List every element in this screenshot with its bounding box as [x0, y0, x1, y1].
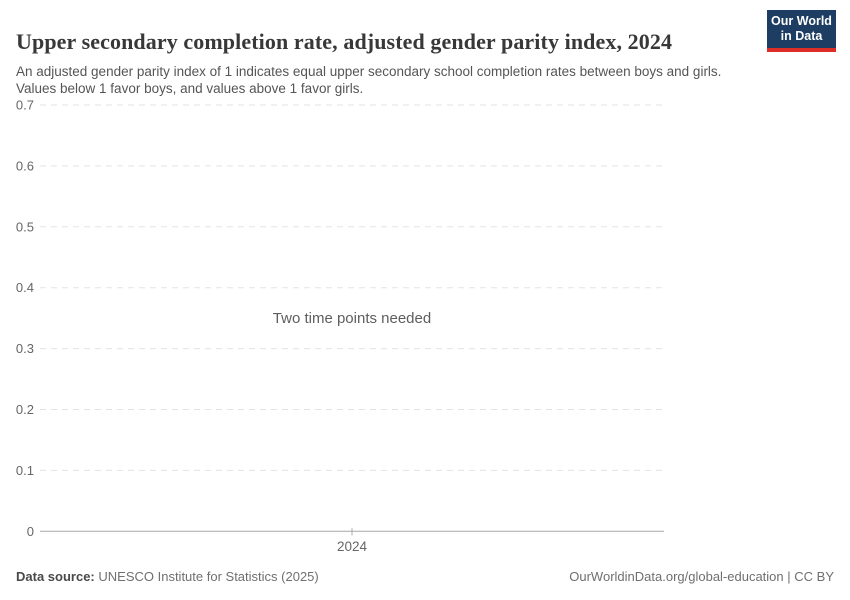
footer: Data source: UNESCO Institute for Statis…: [16, 569, 834, 584]
attribution-license: | CC BY: [783, 569, 834, 584]
y-axis-tick-label: 0.7: [16, 98, 34, 113]
y-axis-tick-label: 0.4: [16, 280, 34, 295]
y-axis-tick-label: 0.3: [16, 341, 34, 356]
owid-logo-line2: in Data: [780, 29, 823, 43]
y-axis-tick-label: 0.2: [16, 402, 34, 417]
y-axis-tick-label: 0.6: [16, 158, 34, 173]
page-title: Upper secondary completion rate, adjuste…: [16, 28, 673, 54]
y-axis-tick-label: 0.5: [16, 219, 34, 234]
y-axis-tick-label: 0.1: [16, 463, 34, 478]
owid-logo[interactable]: Our World in Data: [767, 10, 836, 52]
data-source-label: Data source:: [16, 569, 95, 584]
data-source: Data source: UNESCO Institute for Statis…: [16, 569, 319, 584]
owid-logo-line1: Our World: [771, 14, 832, 28]
chart-subtitle: An adjusted gender parity index of 1 ind…: [16, 63, 722, 97]
empty-chart-message: Two time points needed: [273, 310, 431, 327]
y-axis-tick-label: 0: [27, 524, 34, 539]
attribution-link[interactable]: OurWorldinData.org/global-education: [569, 569, 784, 584]
attribution: OurWorldinData.org/global-education | CC…: [569, 569, 834, 584]
data-source-value: UNESCO Institute for Statistics (2025): [98, 569, 319, 584]
x-axis-tick-label: 2024: [337, 539, 368, 554]
